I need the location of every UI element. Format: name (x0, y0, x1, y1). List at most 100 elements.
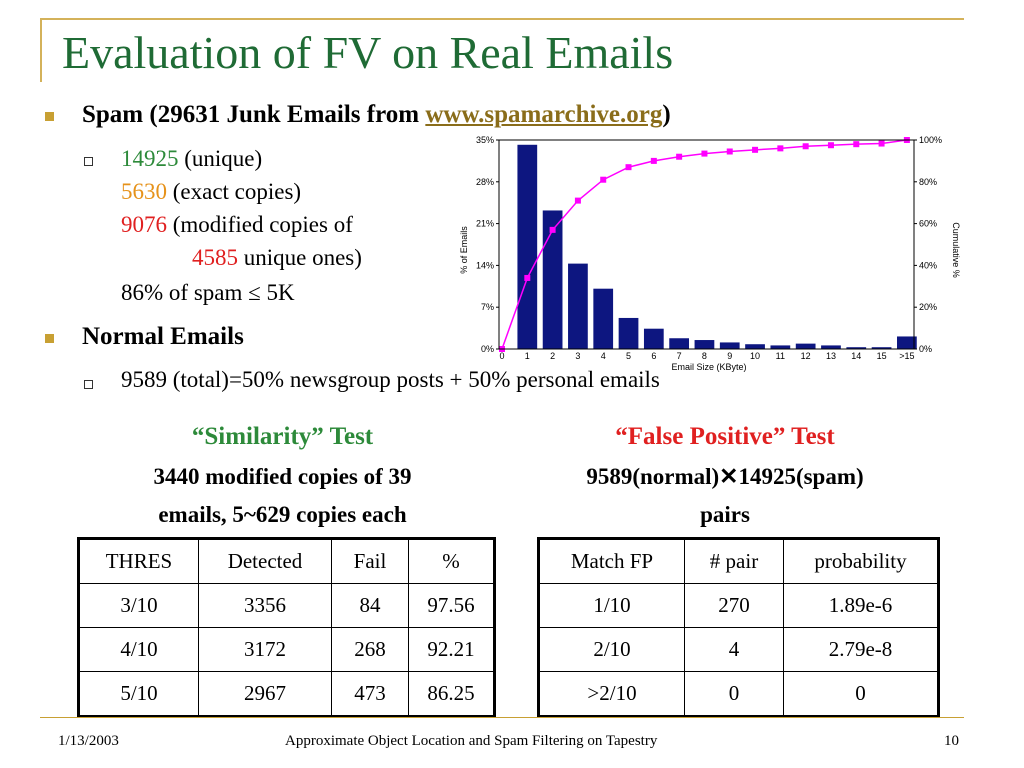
x-tick-label: 3 (575, 351, 580, 361)
y-tick-label: 35% (476, 135, 494, 145)
unique-ones-count: 4585 (192, 245, 238, 270)
table-cell: 2967 (198, 671, 332, 717)
table-row: 1/10 270 1.89e-6 (538, 583, 939, 628)
cumulative-point (777, 145, 784, 152)
exact-count: 5630 (121, 179, 167, 204)
x-tick-label: >15 (899, 351, 914, 361)
col-header: probability (783, 538, 939, 584)
table-header-row: THRES Detected Fail % (78, 538, 495, 584)
y-tick-label: 28% (476, 177, 494, 187)
y2-tick-label: 0% (919, 344, 932, 354)
bullet-square (45, 334, 54, 343)
bullet-square (45, 112, 54, 121)
bar (542, 210, 563, 349)
bar (821, 345, 841, 349)
exact-line: 5630 (exact copies) (121, 179, 301, 205)
table-cell: 268 (331, 627, 409, 672)
unique-label: (unique) (178, 146, 263, 171)
cumulative-point (853, 141, 860, 148)
bar (745, 344, 765, 349)
similarity-sub1: 3440 modified copies of 39 (153, 464, 412, 489)
false-positive-heading: “False Positive” Test (615, 423, 835, 450)
false-positive-table: Match FP # pair probability 1/10 270 1.8… (537, 537, 940, 718)
spamarchive-link[interactable]: www.spamarchive.org (425, 101, 663, 128)
x-tick-label: 12 (801, 351, 811, 361)
x-tick-label: 1 (525, 351, 530, 361)
x-tick-label: 15 (877, 351, 887, 361)
normal-heading: Normal Emails (82, 323, 244, 350)
table-row: >2/10 0 0 (538, 671, 939, 717)
bar (795, 343, 816, 349)
col-header: # pair (684, 538, 784, 584)
footer-rule (40, 717, 964, 718)
y-tick-label: 14% (476, 260, 494, 270)
table-row: 5/10 2967 473 86.25 (78, 671, 495, 717)
bar (618, 317, 639, 349)
spam-prefix: Spam (29631 Junk Emails from (82, 101, 426, 128)
footer-title: Approximate Object Location and Spam Fil… (285, 733, 658, 749)
table-cell: 0 (684, 671, 784, 717)
table-cell: 1.89e-6 (783, 583, 939, 628)
y2-tick-label: 40% (919, 260, 937, 270)
y2-tick-label: 20% (919, 302, 937, 312)
table-cell: 4 (684, 627, 784, 672)
table-cell: 3/10 (78, 583, 199, 628)
sub-bullet (84, 380, 93, 389)
y2-tick-label: 80% (919, 177, 937, 187)
cumulative-point (802, 143, 809, 150)
col-header: Fail (331, 538, 409, 584)
table-cell: 270 (684, 583, 784, 628)
y2-tick-label: 100% (919, 135, 942, 145)
table-cell: 84 (331, 583, 409, 628)
x-tick-label: 11 (776, 351, 785, 361)
table-cell: 92.21 (408, 627, 495, 672)
table-row: 4/10 3172 268 92.21 (78, 627, 495, 672)
table-cell: 5/10 (78, 671, 199, 717)
y2-axis-label: Cumulative % (951, 222, 961, 278)
cumulative-line (501, 139, 907, 350)
col-header: THRES (78, 538, 199, 584)
table-cell: >2/10 (538, 671, 685, 717)
y-tick-label: 21% (476, 219, 494, 229)
frame-left-rule (40, 18, 42, 82)
slide-title: Evaluation of FV on Real Emails (62, 27, 674, 78)
x-tick-label: 7 (677, 351, 682, 361)
table-cell: 473 (331, 671, 409, 717)
y-axis-label: % of Emails (459, 226, 469, 274)
col-header: Detected (198, 538, 332, 584)
cumulative-point (625, 164, 632, 171)
exact-label: (exact copies) (167, 179, 302, 204)
similarity-table: THRES Detected Fail % 3/10 3356 84 97.56… (77, 537, 496, 718)
x-tick-label: 0 (499, 351, 504, 361)
x-tick-label: 8 (702, 351, 707, 361)
cumulative-point (827, 142, 834, 149)
bar (568, 263, 588, 349)
similarity-sub2: emails, 5~629 copies each (158, 502, 407, 527)
unique-ones-line: 4585 unique ones) (192, 245, 362, 271)
false-positive-sub1: 9589(normal)✕14925(spam) (586, 464, 864, 489)
table-cell: 0 (783, 671, 939, 717)
x-tick-label: 4 (601, 351, 606, 361)
email-size-chart: 0%7%14%21%28%35%0%20%40%60%80%100%0 1 2 3 4 5… (459, 135, 961, 372)
bar (694, 340, 715, 349)
bar (517, 144, 538, 349)
y-tick-label: 7% (481, 302, 494, 312)
spam-suffix: ) (662, 101, 671, 128)
col-header: Match FP (538, 538, 685, 584)
cumulative-point (726, 148, 733, 155)
x-tick-label: 2 (550, 351, 555, 361)
false-positive-sub2: pairs (700, 502, 750, 527)
y2-tick-label: 60% (919, 219, 937, 229)
cumulative-point (524, 274, 531, 281)
cumulative-point (701, 150, 708, 157)
table-row: 3/10 3356 84 97.56 (78, 583, 495, 628)
spam-bullet-text: Spam (29631 Junk Emails from www.spamarc… (82, 101, 671, 129)
footer-date: 1/13/2003 (58, 733, 119, 749)
bar (897, 336, 917, 349)
table-cell: 97.56 (408, 583, 495, 628)
cumulative-point (574, 197, 581, 204)
y-tick-label: 0% (481, 344, 494, 354)
x-tick-label: 14 (851, 351, 861, 361)
modified-label: (modified copies of (167, 212, 353, 237)
x-tick-label: 10 (750, 351, 760, 361)
